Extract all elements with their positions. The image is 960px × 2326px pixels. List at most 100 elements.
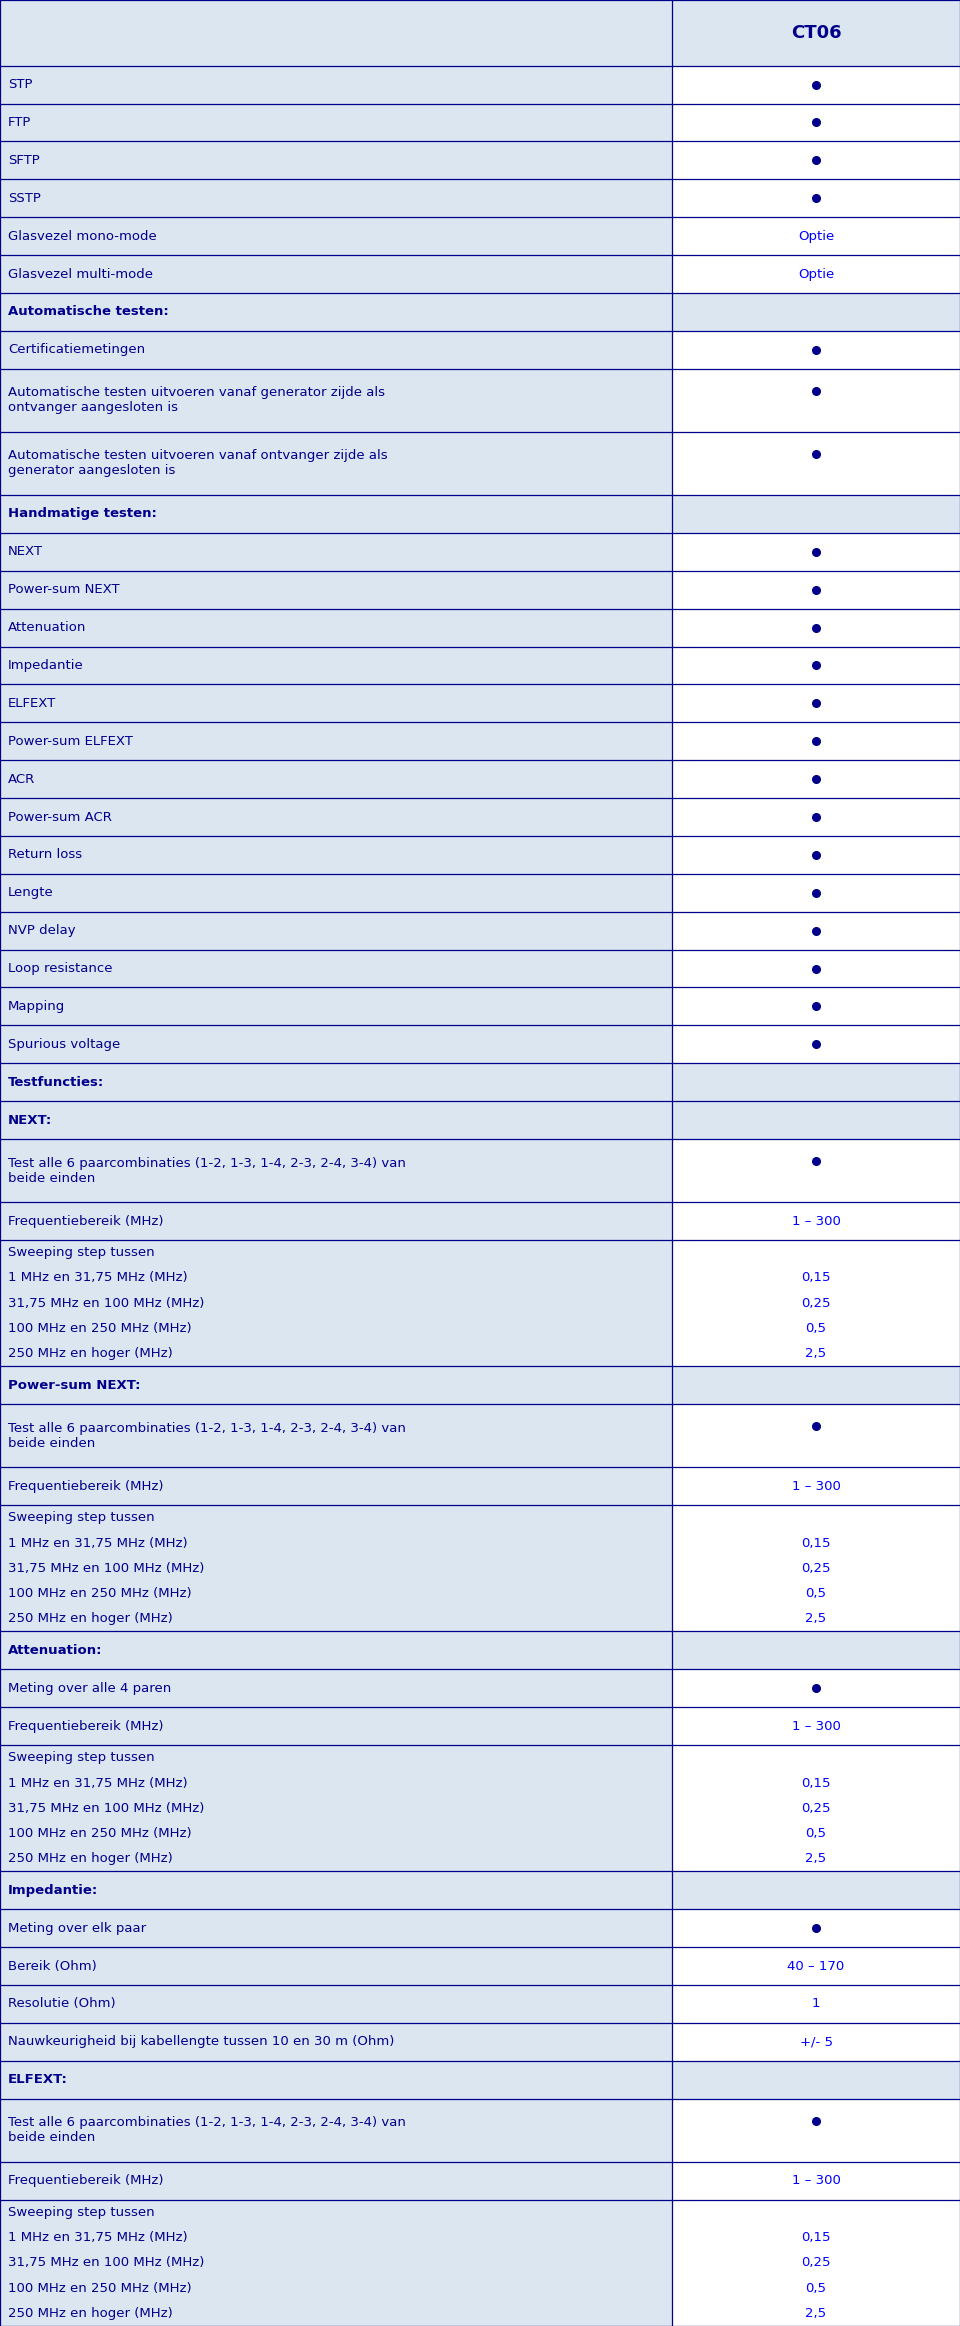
Bar <box>672 761 960 798</box>
Bar <box>0 1468 672 1505</box>
Text: Bereik (Ohm): Bereik (Ohm) <box>8 1958 97 1972</box>
Bar <box>672 1984 960 2024</box>
Text: Spurious voltage: Spurious voltage <box>8 1037 120 1051</box>
Bar <box>672 495 960 533</box>
Bar <box>0 2161 672 2200</box>
Text: STP: STP <box>8 79 33 91</box>
Text: 2,5: 2,5 <box>805 1347 827 1361</box>
Text: 2,5: 2,5 <box>805 1851 827 1865</box>
Text: 100 MHz en 250 MHz (MHz): 100 MHz en 250 MHz (MHz) <box>8 1321 192 1335</box>
Bar <box>0 293 672 330</box>
Bar <box>672 2024 960 2061</box>
Text: Automatische testen:: Automatische testen: <box>8 305 169 319</box>
Bar <box>0 1203 672 1240</box>
Text: 1 – 300: 1 – 300 <box>792 1214 840 1228</box>
Bar <box>0 1405 672 1468</box>
Text: 0,15: 0,15 <box>802 1537 830 1549</box>
Text: Impedantie: Impedantie <box>8 658 84 672</box>
Bar <box>0 570 672 609</box>
Text: Frequentiebereik (MHz): Frequentiebereik (MHz) <box>8 1479 163 1493</box>
Bar <box>672 570 960 609</box>
Bar <box>0 495 672 533</box>
Bar <box>0 761 672 798</box>
Text: 0,5: 0,5 <box>805 2282 827 2296</box>
Text: Impedantie:: Impedantie: <box>8 1884 98 1896</box>
Bar <box>672 835 960 875</box>
Text: Testfuncties:: Testfuncties: <box>8 1075 105 1089</box>
Text: Optie: Optie <box>798 267 834 281</box>
Text: 2,5: 2,5 <box>805 2307 827 2319</box>
Bar <box>672 1505 960 1631</box>
Text: Power-sum ACR: Power-sum ACR <box>8 809 112 823</box>
Text: SFTP: SFTP <box>8 154 39 167</box>
Bar <box>672 1203 960 1240</box>
Bar <box>0 1670 672 1707</box>
Text: Lengte: Lengte <box>8 886 54 900</box>
Bar <box>672 1947 960 1984</box>
Text: Attenuation: Attenuation <box>8 621 86 635</box>
Bar <box>672 1631 960 1670</box>
Bar <box>672 65 960 105</box>
Bar <box>672 1405 960 1468</box>
Text: Sweeping step tussen: Sweeping step tussen <box>8 1512 155 1524</box>
Text: Sweeping step tussen: Sweeping step tussen <box>8 1247 155 1258</box>
Text: SSTP: SSTP <box>8 191 41 205</box>
Bar <box>672 1100 960 1140</box>
Text: Handmatige testen:: Handmatige testen: <box>8 507 156 521</box>
Bar <box>0 723 672 761</box>
Bar <box>672 216 960 256</box>
Bar <box>672 1063 960 1100</box>
Text: Nauwkeurigheid bij kabellengte tussen 10 en 30 m (Ohm): Nauwkeurigheid bij kabellengte tussen 10… <box>8 2035 395 2049</box>
Bar <box>672 1365 960 1405</box>
Text: 0,15: 0,15 <box>802 1272 830 1284</box>
Text: Attenuation:: Attenuation: <box>8 1644 103 1656</box>
Text: ACR: ACR <box>8 772 36 786</box>
Text: Frequentiebereik (MHz): Frequentiebereik (MHz) <box>8 1719 163 1733</box>
Text: 1 – 300: 1 – 300 <box>792 1719 840 1733</box>
Text: NEXT: NEXT <box>8 544 43 558</box>
Text: 0,5: 0,5 <box>805 1586 827 1600</box>
Text: Mapping: Mapping <box>8 1000 65 1012</box>
Text: 31,75 MHz en 100 MHz (MHz): 31,75 MHz en 100 MHz (MHz) <box>8 1803 204 1814</box>
Bar <box>672 723 960 761</box>
Bar <box>672 798 960 835</box>
Text: 31,75 MHz en 100 MHz (MHz): 31,75 MHz en 100 MHz (MHz) <box>8 1561 204 1575</box>
Bar <box>0 1910 672 1947</box>
Text: Test alle 6 paarcombinaties (1-2, 1-3, 1-4, 2-3, 2-4, 3-4) van
beide einden: Test alle 6 paarcombinaties (1-2, 1-3, 1… <box>8 2117 406 2145</box>
Text: 0,5: 0,5 <box>805 1826 827 1840</box>
Text: Optie: Optie <box>798 230 834 242</box>
Bar <box>0 1240 672 1365</box>
Text: 1 MHz en 31,75 MHz (MHz): 1 MHz en 31,75 MHz (MHz) <box>8 1777 187 1789</box>
Bar <box>0 533 672 570</box>
Bar <box>672 330 960 370</box>
Text: Power-sum NEXT:: Power-sum NEXT: <box>8 1379 140 1391</box>
Text: 1 MHz en 31,75 MHz (MHz): 1 MHz en 31,75 MHz (MHz) <box>8 2231 187 2245</box>
Bar <box>672 1670 960 1707</box>
Bar <box>672 912 960 949</box>
Text: Sweeping step tussen: Sweeping step tussen <box>8 2205 155 2219</box>
Bar <box>0 835 672 875</box>
Bar <box>0 875 672 912</box>
Text: Frequentiebereik (MHz): Frequentiebereik (MHz) <box>8 2175 163 2186</box>
Text: CT06: CT06 <box>791 23 841 42</box>
Text: Meting over elk paar: Meting over elk paar <box>8 1921 146 1935</box>
Bar <box>0 1063 672 1100</box>
Text: 31,75 MHz en 100 MHz (MHz): 31,75 MHz en 100 MHz (MHz) <box>8 2256 204 2270</box>
Bar <box>0 1100 672 1140</box>
Bar <box>0 370 672 433</box>
Bar <box>0 1984 672 2024</box>
Bar <box>0 684 672 723</box>
Bar <box>0 1947 672 1984</box>
Text: +/- 5: +/- 5 <box>800 2035 832 2049</box>
Text: ELFEXT:: ELFEXT: <box>8 2072 68 2086</box>
Text: 1 – 300: 1 – 300 <box>792 2175 840 2186</box>
Text: Automatische testen uitvoeren vanaf generator zijde als
ontvanger aangesloten is: Automatische testen uitvoeren vanaf gene… <box>8 386 385 414</box>
Text: 0,15: 0,15 <box>802 2231 830 2245</box>
Bar <box>0 989 672 1026</box>
Bar <box>672 2098 960 2161</box>
Bar <box>672 0 960 65</box>
Text: Frequentiebereik (MHz): Frequentiebereik (MHz) <box>8 1214 163 1228</box>
Bar <box>0 1505 672 1631</box>
Bar <box>672 293 960 330</box>
Bar <box>0 0 672 65</box>
